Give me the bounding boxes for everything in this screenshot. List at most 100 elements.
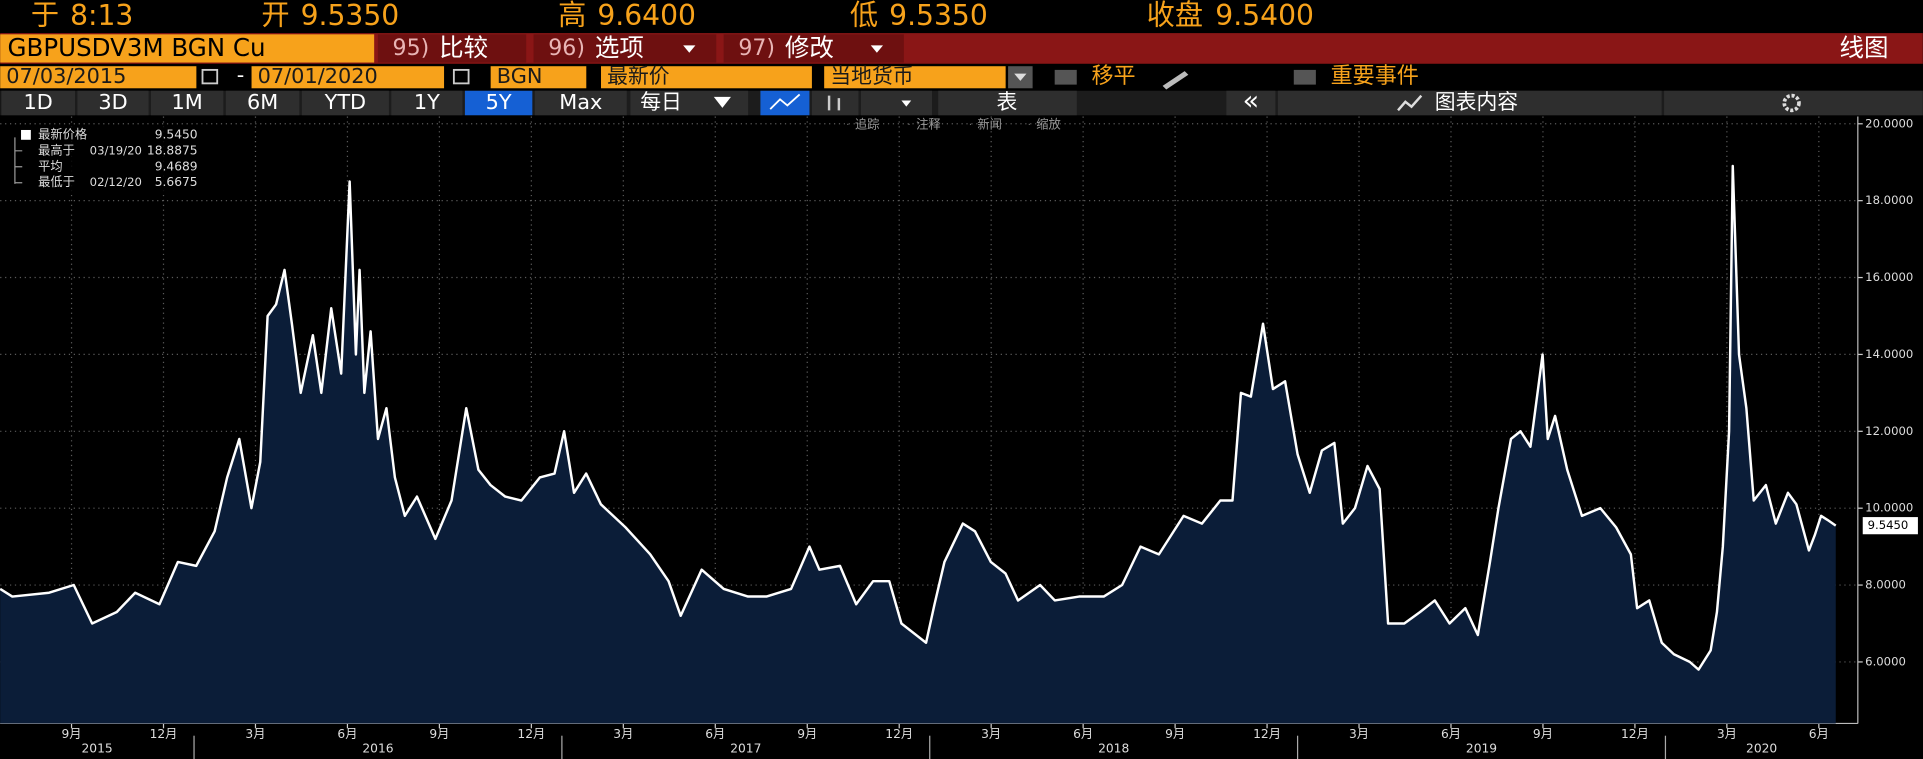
range-label: 5Y (486, 90, 512, 114)
start-date: 07/03/2015 (6, 64, 126, 88)
range-button[interactable] (1, 90, 75, 116)
quote-value: 9.5350 (301, 0, 400, 32)
x-tick-label: 9月 (429, 727, 449, 741)
menu-key: 97) (738, 36, 775, 61)
price-line (0, 164, 1837, 671)
dropdown-arrow (683, 45, 696, 53)
calendar-icon[interactable] (201, 68, 219, 85)
dropdown-arrow (870, 45, 884, 53)
legend-value: 9.5450 (155, 127, 198, 141)
x-tick-label: 6月 (337, 727, 357, 741)
legend-stat-date: 02/12/20 (90, 175, 142, 189)
x-tick-label: 6月 (1441, 727, 1461, 741)
quote-value: 9.5400 (1215, 0, 1314, 32)
y-tick-label: 12.0000 (1865, 424, 1913, 438)
chart-tool[interactable]: 注释 (916, 117, 941, 132)
end-date: 07/01/2020 (258, 64, 378, 88)
checkbox[interactable] (1293, 69, 1316, 85)
x-tick-label: 6月 (705, 727, 725, 741)
source: BGN (497, 64, 543, 88)
calendar-icon[interactable] (452, 68, 470, 85)
chart-tool-icon: · (1028, 120, 1031, 131)
menu-key: 95) (393, 36, 430, 61)
y-tick-label: 8.0000 (1865, 578, 1906, 592)
table-label: 表 (996, 90, 1017, 114)
range-button[interactable] (534, 90, 627, 116)
chart-tool[interactable]: 缩放 (1036, 117, 1061, 132)
moving-average: 移平 (1091, 64, 1135, 89)
source-box[interactable] (490, 66, 587, 89)
events: 重要事件 (1331, 64, 1419, 89)
legend-swatch (21, 129, 31, 140)
chart-type-dropdown[interactable] (860, 90, 933, 116)
dropdown-arrow (901, 100, 912, 107)
menu-label: 比较 (439, 33, 488, 62)
field-box[interactable] (601, 66, 812, 89)
legend-name: 最新价格 (38, 126, 87, 141)
line-chart-icon (769, 93, 801, 110)
x-tick-label: 9月 (797, 727, 817, 741)
bar-chart-button[interactable] (811, 90, 859, 116)
menu-button[interactable] (377, 34, 527, 63)
menu-label: 修改 (785, 33, 834, 62)
x-tick-label: 3月 (981, 727, 1001, 741)
collapse-button[interactable] (1226, 90, 1276, 116)
x-tick-label: 9月 (62, 727, 82, 741)
gear-icon (1782, 93, 1801, 113)
chart-content-button[interactable] (1277, 90, 1662, 116)
y-tick-label: 6.0000 (1865, 654, 1906, 668)
view-label: 线图 (1839, 33, 1888, 62)
frequency: 每日 (640, 90, 682, 114)
checkbox[interactable] (1054, 69, 1077, 85)
quote-label: 开 (261, 0, 289, 32)
menu-key: 96) (548, 36, 585, 61)
last-value-box (1862, 517, 1918, 535)
range-label: 1Y (414, 90, 440, 114)
range-button[interactable] (391, 90, 463, 116)
x-tick-label: 3月 (245, 727, 265, 741)
chart-tool-icon: · (908, 120, 911, 131)
quote-value: 9.6400 (597, 0, 696, 32)
range-button[interactable] (225, 90, 300, 116)
area-fill (0, 166, 1836, 724)
range-label: 1M (172, 90, 203, 114)
quote-value: 9.5350 (889, 0, 988, 32)
year-label: 2017 (730, 742, 761, 756)
range-label: 3D (98, 90, 127, 114)
collapse-label: « (1243, 85, 1260, 116)
field: 最新价 (607, 64, 670, 88)
chart-tool[interactable]: 追踪 (855, 117, 880, 132)
x-tick-label: 6月 (1809, 727, 1829, 741)
range-button[interactable] (77, 90, 149, 116)
x-tick-label: 6月 (1073, 727, 1093, 741)
start-date-box[interactable] (0, 66, 197, 89)
y-tick-label: 18.0000 (1865, 193, 1913, 207)
range-button[interactable] (464, 90, 533, 116)
last-value-label: 9.5450 (1868, 518, 1909, 532)
x-tick-label: 12月 (1621, 727, 1649, 741)
legend-stat-value: 5.6675 (155, 175, 198, 189)
range-button[interactable] (301, 90, 389, 116)
menu-label: 选项 (595, 33, 644, 62)
legend-tree (14, 137, 23, 184)
frequency-button[interactable] (630, 90, 749, 116)
ticker: GBPUSDV3M BGN Cu (8, 33, 266, 62)
end-date-box[interactable] (251, 66, 445, 89)
x-tick-label: 3月 (613, 727, 633, 741)
chart-content-icon (1397, 94, 1423, 112)
currency-box[interactable] (824, 66, 1006, 89)
y-tick-label: 14.0000 (1865, 347, 1913, 361)
x-tick-label: 12月 (517, 727, 545, 741)
range-button[interactable] (151, 90, 224, 116)
range-label: 1D (24, 90, 53, 114)
chart-tool-icon: · (969, 120, 972, 131)
x-tick-label: 12月 (150, 727, 178, 741)
legend-stat-label: 最高于 (38, 142, 75, 157)
chart-tool[interactable]: 新闻 (977, 117, 1002, 132)
table-button[interactable] (938, 90, 1077, 116)
dropdown-arrow (713, 96, 731, 108)
x-tick-label: 12月 (1253, 727, 1281, 741)
y-tick-label: 16.0000 (1865, 270, 1913, 284)
y-tick-label: 20.0000 (1865, 116, 1913, 130)
